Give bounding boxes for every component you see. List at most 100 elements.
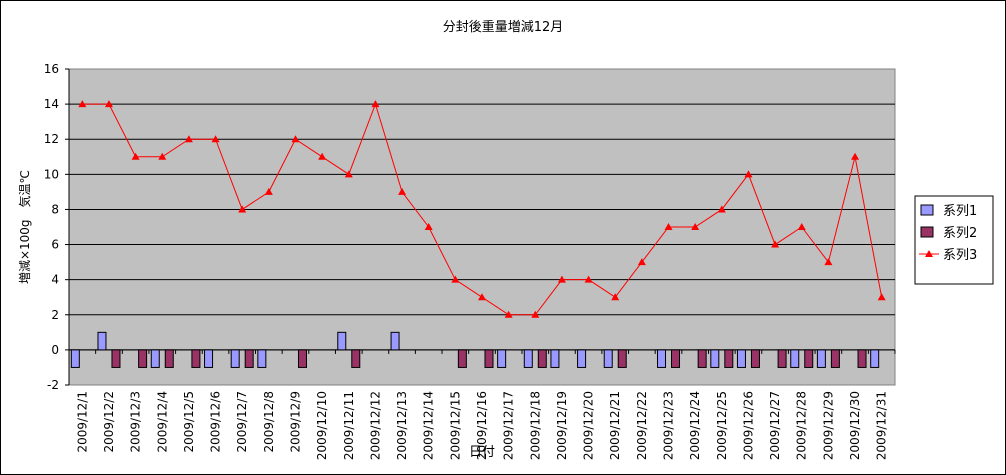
x-tick-label: 2009/12/19 xyxy=(555,391,569,460)
y-tick-label: 12 xyxy=(44,132,59,146)
point-系列3-2 xyxy=(104,100,113,108)
legend-swatch-系列1 xyxy=(920,204,934,216)
point-系列3-1 xyxy=(78,100,87,108)
x-tick-label: 2009/12/14 xyxy=(422,391,436,460)
bar-系列1-19 xyxy=(550,349,560,368)
point-系列3-10 xyxy=(318,152,327,160)
bar-系列1-31 xyxy=(870,349,880,368)
x-tick-label: 2009/12/12 xyxy=(368,391,382,460)
bar-系列2-24 xyxy=(697,349,707,368)
x-tick-label: 2009/12/11 xyxy=(342,391,356,460)
bar-系列1-4 xyxy=(150,349,160,368)
bar-系列1-23 xyxy=(657,349,667,368)
y-tick-label: 16 xyxy=(44,62,59,76)
y-tick-label: 8 xyxy=(51,202,59,216)
point-系列3-5 xyxy=(184,135,193,143)
point-系列3-15 xyxy=(451,275,460,283)
point-系列3-29 xyxy=(824,258,833,266)
x-tick-label: 2009/12/25 xyxy=(715,391,729,460)
point-系列3-22 xyxy=(637,258,646,266)
bar-系列1-18 xyxy=(523,349,533,368)
y-tick-label: -2 xyxy=(47,378,59,392)
bar-系列1-11 xyxy=(337,331,347,351)
plot-area xyxy=(68,68,896,386)
legend-swatch-系列2 xyxy=(920,226,934,238)
x-tick-label: 2009/12/10 xyxy=(315,391,329,460)
bar-系列2-5 xyxy=(191,349,201,368)
y-tick-label: 2 xyxy=(51,308,59,322)
bar-系列2-2 xyxy=(111,349,121,368)
bar-系列1-1 xyxy=(70,349,80,368)
bar-系列2-11 xyxy=(351,349,361,368)
point-系列3-12 xyxy=(371,100,380,108)
bar-系列2-26 xyxy=(750,349,760,368)
legend-label: 系列2 xyxy=(943,226,977,241)
point-系列3-20 xyxy=(584,275,593,283)
x-tick-label: 2009/12/16 xyxy=(475,391,489,460)
x-tick-label: 2009/12/24 xyxy=(688,391,702,460)
bar-系列1-8 xyxy=(257,349,267,368)
bar-系列2-28 xyxy=(804,349,814,368)
bar-系列2-27 xyxy=(777,349,787,368)
point-系列3-8 xyxy=(264,187,273,195)
bar-系列2-30 xyxy=(857,349,867,368)
point-系列3-23 xyxy=(664,223,673,230)
bar-系列2-4 xyxy=(164,349,174,368)
x-tick-label: 2009/12/6 xyxy=(209,391,223,453)
x-tick-label: 2009/12/8 xyxy=(262,391,276,453)
bar-系列1-20 xyxy=(577,349,587,368)
x-tick-label: 2009/12/9 xyxy=(288,391,302,453)
bar-系列1-6 xyxy=(204,349,214,368)
point-系列3-31 xyxy=(877,293,886,301)
point-系列3-11 xyxy=(344,170,353,178)
bar-系列2-3 xyxy=(138,349,148,368)
y-tick-label: 10 xyxy=(44,167,59,181)
bar-系列1-17 xyxy=(497,349,507,368)
point-系列3-9 xyxy=(291,135,300,143)
x-tick-label: 2009/12/17 xyxy=(502,391,516,460)
bar-系列2-15 xyxy=(457,349,467,368)
y-tick-label: 14 xyxy=(44,97,59,111)
x-tick-label: 2009/12/5 xyxy=(182,391,196,453)
point-系列3-28 xyxy=(797,223,806,230)
y-tick-label: 6 xyxy=(51,238,59,252)
legend-label: 系列3 xyxy=(943,248,977,263)
point-系列3-4 xyxy=(158,152,167,160)
bar-系列2-7 xyxy=(244,349,254,368)
point-系列3-26 xyxy=(744,170,753,178)
bar-系列2-29 xyxy=(830,349,840,368)
x-tick-label: 2009/12/13 xyxy=(395,391,409,460)
x-tick-label: 2009/12/29 xyxy=(821,391,835,460)
x-tick-label: 2009/12/15 xyxy=(448,391,462,460)
point-系列3-13 xyxy=(398,187,407,195)
point-系列3-27 xyxy=(771,240,780,248)
bar-系列1-7 xyxy=(230,349,240,368)
point-系列3-18 xyxy=(531,310,540,318)
legend-label: 系列1 xyxy=(943,204,977,219)
x-tick-label: 2009/12/28 xyxy=(795,391,809,460)
x-tick-label: 2009/12/1 xyxy=(75,391,89,453)
y-tick-label: 0 xyxy=(51,343,59,357)
x-tick-label: 2009/12/4 xyxy=(155,391,169,453)
x-tick-label: 2009/12/20 xyxy=(582,391,596,460)
point-系列3-30 xyxy=(851,152,860,160)
bar-系列2-9 xyxy=(297,349,307,368)
point-系列3-14 xyxy=(424,223,433,230)
x-tick-label: 2009/12/23 xyxy=(662,391,676,460)
x-tick-label: 2009/12/18 xyxy=(528,391,542,460)
bar-系列2-18 xyxy=(537,349,547,368)
x-tick-label: 2009/12/3 xyxy=(129,391,143,453)
y-axis-label: 増減×100g 気温℃ xyxy=(17,170,32,284)
y-tick-label: 4 xyxy=(51,273,59,287)
bar-系列1-29 xyxy=(816,349,826,368)
x-axis-label: 日付 xyxy=(469,445,495,460)
point-系列3-24 xyxy=(691,223,700,230)
bar-系列2-21 xyxy=(617,349,627,368)
point-系列3-19 xyxy=(557,275,566,283)
x-tick-label: 2009/12/27 xyxy=(768,391,782,460)
bar-系列1-2 xyxy=(97,331,107,351)
point-系列3-21 xyxy=(611,293,620,301)
point-系列3-6 xyxy=(211,135,220,143)
chart-title: 分封後重量増減12月 xyxy=(443,19,564,35)
